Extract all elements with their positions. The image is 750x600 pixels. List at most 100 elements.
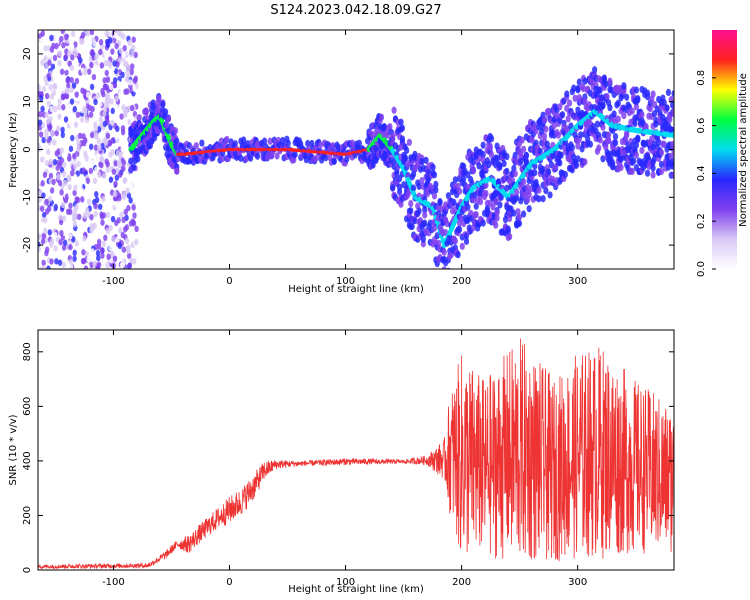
heatmap-cell <box>108 37 113 44</box>
heatmap-cell <box>456 187 463 195</box>
heatmap-cell <box>661 140 667 148</box>
heatmap-cell <box>433 186 439 194</box>
heatmap-cell <box>48 84 53 91</box>
heatmap-cell <box>587 140 594 148</box>
heatmap-cell <box>112 255 118 263</box>
heatmap-cell <box>66 82 71 89</box>
heatmap-cell <box>580 84 587 93</box>
heatmap-cell <box>459 242 465 250</box>
heatmap-cell <box>480 150 486 159</box>
heatmap-cell <box>57 113 62 120</box>
heatmap-cell <box>387 122 393 131</box>
heatmap-cell <box>135 155 141 163</box>
heatmap-cell <box>644 89 651 97</box>
heatmap-cell <box>473 211 479 219</box>
heatmap-cell <box>80 196 85 203</box>
heatmap-cell <box>314 153 321 161</box>
heatmap-cell <box>575 142 581 150</box>
heatmap-cell <box>99 213 105 220</box>
heatmap-cell <box>118 200 124 207</box>
heatmap-cell <box>116 217 121 224</box>
heatmap-cell <box>104 30 109 37</box>
spectrogram-x-label: Height of straight line (km) <box>288 284 424 295</box>
heatmap-cell <box>130 48 135 56</box>
heatmap-cell <box>105 211 111 219</box>
heatmap-cell <box>79 174 85 181</box>
heatmap-cell <box>94 53 99 61</box>
y-tick-label: 400 <box>22 451 33 470</box>
heatmap-cell <box>63 116 69 123</box>
heatmap-cell <box>529 136 535 144</box>
heatmap-cell <box>68 263 74 269</box>
heatmap-cell <box>114 250 119 257</box>
heatmap-cell <box>103 51 109 58</box>
heatmap-cell <box>99 62 105 69</box>
heatmap-cell <box>101 196 106 203</box>
heatmap-cell <box>576 78 582 86</box>
heatmap-cell <box>559 111 566 119</box>
heatmap-cell <box>39 205 45 212</box>
heatmap-cell <box>83 265 89 269</box>
heatmap-cell <box>378 113 385 121</box>
heatmap-cell <box>56 125 61 132</box>
heatmap-cell <box>57 179 63 187</box>
heatmap-cell <box>261 137 268 145</box>
heatmap-cell <box>61 215 67 222</box>
heatmap-cell <box>117 194 122 202</box>
heatmap-cell <box>615 99 621 107</box>
heatmap-cell <box>58 239 63 246</box>
heatmap-cell <box>607 77 613 85</box>
heatmap-cell <box>131 204 136 211</box>
heatmap-cell <box>38 119 43 126</box>
heatmap-cell <box>75 111 81 119</box>
heatmap-cell <box>480 141 486 149</box>
heatmap-cell <box>46 148 51 156</box>
heatmap-cell <box>546 168 552 176</box>
heatmap-cell <box>136 114 142 122</box>
heatmap-cell <box>88 143 94 150</box>
heatmap-cell <box>72 105 78 113</box>
heatmap-cell <box>123 96 129 104</box>
figure-title: S124.2023.042.18.09.G27 <box>270 3 441 18</box>
heatmap-cell <box>117 242 123 250</box>
heatmap-cell <box>100 247 105 254</box>
heatmap-cell <box>64 33 69 41</box>
heatmap-cell <box>431 171 438 179</box>
heatmap-cell <box>427 219 433 227</box>
heatmap-cell <box>49 258 54 265</box>
heatmap-cell <box>101 240 107 247</box>
colorbar: 0.0 0.2 0.4 0.6 0.8 Normalized spectral ampl… <box>696 30 749 277</box>
heatmap-cell <box>41 85 47 93</box>
heatmap-cell <box>74 240 80 247</box>
heatmap-cell <box>41 68 47 76</box>
heatmap-cell <box>670 158 674 166</box>
heatmap-cell <box>547 191 553 199</box>
heatmap-cell <box>193 142 199 150</box>
heatmap-cell <box>653 120 659 128</box>
heatmap-cell <box>121 33 126 40</box>
snr-line-group <box>38 338 674 570</box>
y-tick-label: 0 <box>22 567 33 573</box>
heatmap-cell <box>537 147 543 156</box>
heatmap-cell <box>102 110 107 117</box>
heatmap-cell <box>38 95 44 102</box>
heatmap-cell <box>664 104 670 112</box>
spectrogram-y-label: Frequency (Hz) <box>8 112 19 188</box>
heatmap-cell <box>404 146 410 155</box>
heatmap-cell <box>402 155 408 163</box>
heatmap-cell <box>199 139 205 147</box>
heatmap-cell <box>518 150 524 158</box>
heatmap-cell <box>69 98 75 105</box>
heatmap-cell <box>480 219 486 227</box>
heatmap-cell <box>657 109 663 117</box>
heatmap-cell <box>128 197 133 204</box>
heatmap-cell <box>96 170 102 178</box>
heatmap-cell <box>540 195 546 203</box>
heatmap-cell <box>526 205 532 213</box>
heatmap-cell <box>165 115 172 123</box>
heatmap-cell <box>238 154 244 162</box>
heatmap-cell <box>40 180 45 187</box>
heatmap-cell <box>416 182 422 190</box>
heatmap-cell <box>68 145 74 153</box>
